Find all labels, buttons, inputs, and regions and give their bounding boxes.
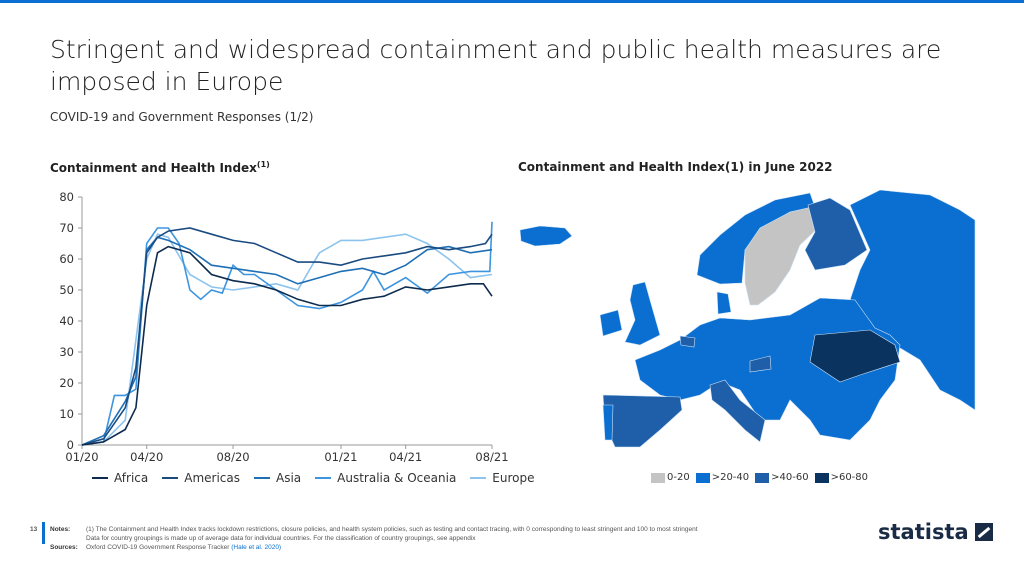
y-tick-label: 40 (59, 314, 74, 328)
y-tick-label: 50 (59, 283, 74, 297)
map-region-italy[interactable] (709, 379, 766, 443)
map-region-iceland[interactable] (519, 225, 573, 247)
line-chart-title: Containment and Health Index(1) (50, 160, 270, 175)
legend-item: Africa (92, 471, 148, 485)
map-region-denmark[interactable] (716, 291, 732, 315)
map-region-ireland[interactable] (599, 309, 623, 337)
source-link[interactable]: (Hale et al. 2020) (231, 544, 282, 551)
x-tick-label: 04/20 (130, 450, 163, 464)
y-tick-label: 80 (59, 190, 74, 204)
map-legend-item: >40-60 (755, 472, 809, 483)
legend-label: >20-40 (711, 472, 750, 483)
y-tick-label: 30 (59, 345, 74, 359)
y-tick-label: 60 (59, 252, 74, 266)
legend-swatch (814, 472, 829, 483)
footer: 13 Notes: (1) The Containment and Health… (0, 522, 870, 554)
map-title: Containment and Health Index(1) in June … (518, 160, 833, 174)
logo-mark-icon (974, 523, 993, 541)
x-tick-label: 08/20 (216, 450, 249, 464)
page-title: Stringent and widespread containment and… (50, 35, 942, 96)
y-tick-label: 0 (67, 438, 74, 452)
map-legend-item: >20-40 (695, 472, 750, 483)
legend-swatch (162, 477, 179, 479)
top-accent-bar (0, 0, 1024, 3)
footer-accent-bar (42, 522, 45, 544)
map-region-belgium[interactable] (679, 335, 696, 348)
legend-swatch (92, 477, 108, 479)
sources-text: Oxford COVID-19 Government Response Trac… (86, 544, 230, 551)
notes-label: Notes: (50, 526, 71, 533)
legend-item: Australia & Oceania (315, 471, 456, 485)
legend-swatch (695, 472, 710, 483)
map-region-russia[interactable] (849, 189, 976, 411)
y-tick-label: 20 (59, 376, 74, 390)
x-tick-label: 01/21 (324, 450, 357, 464)
legend-label: >40-60 (771, 472, 809, 483)
legend-swatch (755, 472, 770, 483)
legend-item: Americas (162, 471, 240, 485)
map-legend-item: >60-80 (814, 472, 869, 483)
line-chart-title-text: Containment and Health Index (50, 161, 257, 175)
legend-label: Americas (184, 471, 240, 485)
line-chart-legend: Africa Americas Asia Australia & Oceania Eur… (92, 471, 535, 485)
map-region-uk[interactable] (624, 281, 661, 346)
legend-swatch (254, 477, 270, 479)
page-number: 13 (30, 526, 38, 533)
map-region-ukraine[interactable] (809, 329, 901, 383)
x-tick-label: 04/21 (389, 450, 422, 464)
legend-label: 0-20 (667, 472, 690, 483)
footnote-ref: (1) (256, 160, 270, 169)
logo-text: statista (878, 520, 969, 544)
notes-text-2: Data for country groupings is made up of… (86, 535, 476, 542)
legend-item: Asia (254, 471, 301, 485)
map-legend: 0-20 >20-40 >40-60 >60-80 (651, 472, 868, 483)
x-tick-label: 01/20 (65, 450, 98, 464)
map-region-sweden[interactable] (744, 206, 819, 306)
legend-swatch (470, 477, 487, 479)
legend-label: Asia (276, 471, 302, 485)
legend-label: Europe (492, 471, 535, 485)
legend-swatch (315, 477, 332, 479)
map-region-portugal[interactable] (602, 404, 614, 441)
map-region-iberia[interactable] (602, 394, 683, 448)
sources-label: Sources: (50, 544, 78, 551)
legend-label: Africa (114, 471, 149, 485)
map-region-finland[interactable] (804, 197, 868, 271)
y-tick-label: 70 (59, 221, 74, 235)
map-legend-item: 0-20 (651, 472, 690, 483)
statista-logo: statista (878, 520, 993, 544)
notes-text-1: (1) The Containment and Health Index tra… (86, 526, 698, 533)
page-subtitle: COVID-19 and Government Responses (1/2) (50, 110, 314, 124)
legend-swatch (651, 472, 665, 483)
legend-item: Europe (470, 471, 535, 485)
map-region-austria[interactable] (749, 355, 772, 373)
x-tick-label: 08/21 (475, 450, 508, 464)
legend-label: >60-80 (830, 472, 869, 483)
legend-label: Australia & Oceania (337, 471, 457, 485)
y-tick-label: 10 (59, 407, 74, 421)
series-line-americas (81, 227, 493, 446)
map-title-text: Containment and Health Index(1) in June … (518, 160, 833, 174)
series-line-africa (81, 245, 493, 446)
series-line-europe (81, 233, 493, 446)
